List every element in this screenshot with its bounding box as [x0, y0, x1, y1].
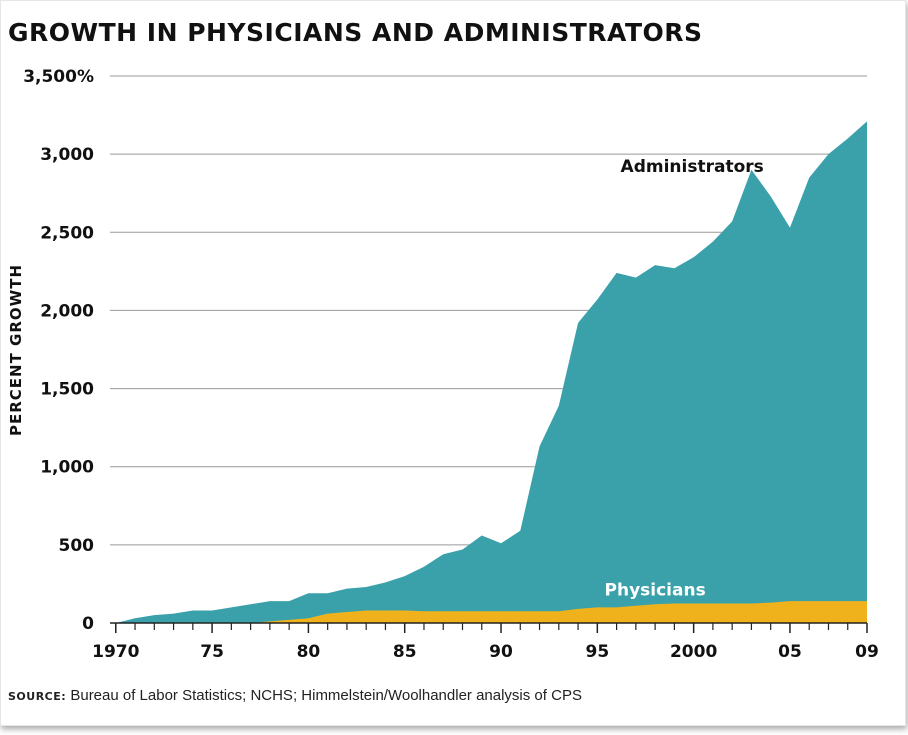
y-tick-label: 0 [82, 614, 94, 634]
x-tick-label: 95 [585, 642, 609, 662]
y-tick-label: 3,500% [23, 67, 94, 87]
y-tick-label: 2,000 [40, 301, 94, 321]
series-label-physicians: Physicians [605, 581, 706, 601]
axes [110, 622, 868, 633]
source-label: SOURCE: [8, 690, 67, 703]
series-label-administrators: Administrators [621, 157, 764, 177]
x-tick-label: 85 [393, 642, 417, 662]
y-tick-label: 3,000 [40, 145, 94, 165]
x-tick-label: 1970 [92, 642, 139, 662]
x-tick-label: 09 [855, 642, 879, 662]
chart-title: GROWTH IN PHYSICIANS AND ADMINISTRATORS [8, 18, 703, 47]
x-tick-label: 75 [200, 642, 224, 662]
series-areas [115, 121, 867, 623]
x-tick-label: 2000 [670, 642, 717, 662]
area-administrators [115, 121, 867, 623]
x-tick-label: 05 [778, 642, 802, 662]
tick-labels: 0 500 1,000 1,500 2,000 2,500 3,000 3,500% 1970 7… [23, 67, 879, 662]
source-note: SOURCE: Bureau of Labor Statistics; NCHS… [8, 687, 582, 704]
area-physicians [115, 601, 867, 623]
y-tick-label: 1,500 [40, 380, 94, 400]
y-tick-label: 2,500 [40, 223, 94, 243]
x-tick-label: 90 [489, 642, 513, 662]
y-tick-label: 500 [59, 536, 95, 556]
x-tick-label: 80 [297, 642, 321, 662]
y-tick-label: 1,000 [40, 458, 94, 478]
source-text: Bureau of Labor Statistics; NCHS; Himmel… [70, 687, 582, 704]
